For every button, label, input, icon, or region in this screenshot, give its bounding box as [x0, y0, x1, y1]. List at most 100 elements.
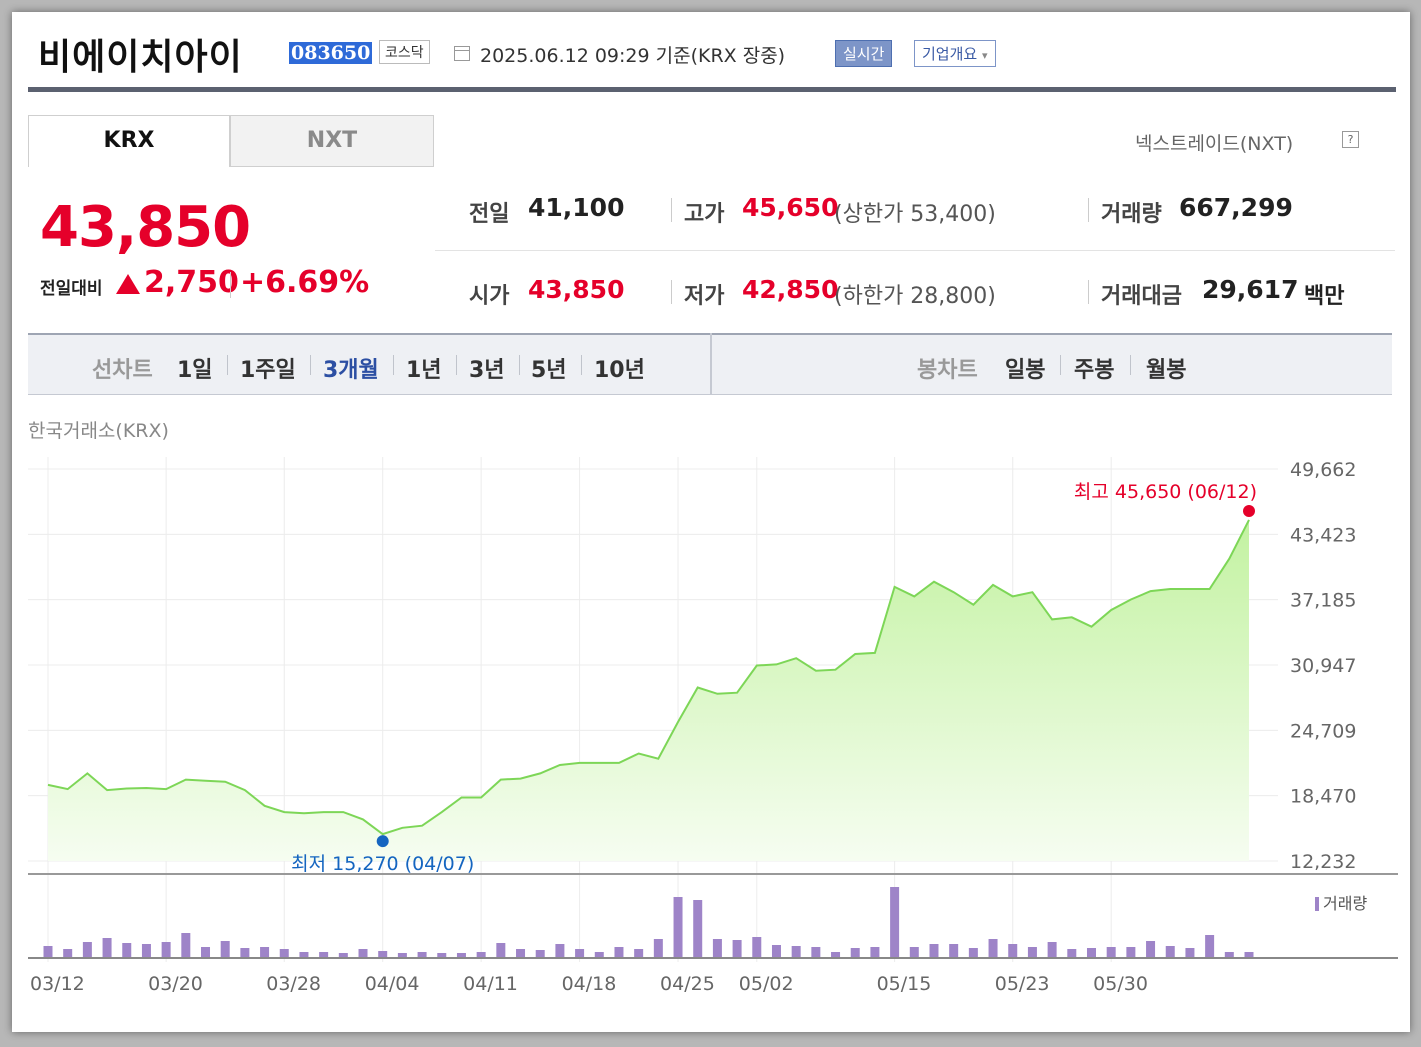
- period-bar-divider: [710, 333, 712, 395]
- volume-bar: [1086, 948, 1096, 957]
- tab-krx[interactable]: KRX: [28, 115, 230, 167]
- volume-bar: [890, 887, 900, 957]
- x-tick-label: 05/23: [995, 973, 1050, 995]
- timestamp: 2025.06.12 09:29 기준(KRX 장중): [480, 45, 786, 67]
- x-tick-label: 05/30: [1093, 973, 1148, 995]
- y-tick-label: 43,423: [1290, 524, 1356, 546]
- y-tick-label: 49,662: [1290, 459, 1356, 481]
- period-1y[interactable]: 1년: [406, 358, 442, 383]
- help-icon[interactable]: ?: [1342, 131, 1359, 148]
- x-tick-label: 04/25: [660, 973, 715, 995]
- volume-bar: [260, 947, 270, 957]
- change-value: 2,750: [144, 265, 239, 300]
- realtime-button[interactable]: 실시간: [835, 40, 893, 67]
- y-tick-label: 18,470: [1290, 786, 1356, 808]
- volume-bar: [693, 900, 703, 957]
- volume-bar: [949, 944, 959, 957]
- volume-bar: [850, 948, 860, 957]
- volume-bar: [1165, 946, 1175, 957]
- volume-bar: [220, 941, 230, 957]
- x-tick-label: 04/18: [562, 973, 617, 995]
- high-label: 고가: [684, 202, 725, 227]
- open-value: 43,850: [528, 275, 625, 304]
- volume-bar: [417, 952, 427, 957]
- stock-code: 083650: [289, 42, 373, 64]
- volume-bar: [279, 949, 289, 957]
- volume-bar: [634, 949, 644, 957]
- company-info-label: 기업개요: [922, 45, 978, 63]
- volume-bar: [1146, 941, 1156, 957]
- period-separator: [456, 355, 457, 375]
- amount-unit: 백만: [1304, 284, 1345, 309]
- volume-bar: [43, 946, 53, 957]
- volume-bar: [909, 947, 919, 957]
- low-annotation: 최저 15,270 (04/07): [291, 853, 474, 875]
- candle-monthly[interactable]: 월봉: [1146, 358, 1187, 383]
- period-5y[interactable]: 5년: [531, 358, 567, 383]
- y-tick-label: 37,185: [1290, 590, 1356, 612]
- x-tick-label: 04/11: [463, 973, 518, 995]
- volume-bar: [201, 947, 211, 957]
- y-tick-label: 24,709: [1290, 720, 1356, 742]
- price-line: [47, 519, 1250, 836]
- change-percent: +6.69%: [240, 265, 370, 300]
- volume-bar: [397, 953, 407, 957]
- volume-bar: [63, 949, 73, 957]
- x-tick-label: 03/12: [30, 973, 85, 995]
- x-tick-label: 03/20: [148, 973, 203, 995]
- period-separator: [393, 355, 394, 375]
- volume-bar: [1027, 947, 1037, 957]
- volume-value: 667,299: [1179, 193, 1293, 222]
- volume-bar: [771, 945, 781, 957]
- period-10y[interactable]: 10년: [594, 358, 645, 383]
- volume-bar: [122, 943, 132, 957]
- period-1w[interactable]: 1주일: [240, 358, 296, 383]
- stats-separator: [671, 280, 672, 304]
- volume-bar: [358, 949, 368, 957]
- volume-bar: [476, 952, 486, 957]
- volume-bar: [870, 947, 880, 957]
- period-separator: [310, 355, 311, 375]
- volume-bar: [1205, 935, 1215, 957]
- volume-bar: [929, 944, 939, 957]
- volume-bar: [1008, 944, 1018, 957]
- exchange-label: 한국거래소(KRX): [28, 420, 169, 442]
- volume-bar: [516, 949, 526, 957]
- prev-close-value: 41,100: [528, 193, 625, 222]
- volume-bar: [161, 942, 171, 957]
- line-chart-label: 선차트: [92, 358, 153, 383]
- company-info-button[interactable]: 기업개요 ▾: [914, 40, 996, 67]
- volume-bar: [1047, 942, 1057, 957]
- candle-weekly[interactable]: 주봉: [1074, 358, 1115, 383]
- period-separator: [581, 355, 582, 375]
- stats-separator: [671, 198, 672, 222]
- change-separator: [230, 272, 231, 298]
- volume-bar: [791, 946, 801, 957]
- volume-bar: [614, 947, 624, 957]
- volume-legend-swatch: [1315, 897, 1319, 911]
- volume-bar: [653, 939, 663, 957]
- volume-bar: [752, 937, 762, 957]
- high-annotation: 최고 45,650 (06/12): [1074, 481, 1257, 503]
- volume-bar: [1244, 952, 1254, 957]
- stats-separator: [1088, 198, 1089, 222]
- period-1d[interactable]: 1일: [177, 358, 213, 383]
- amount-label: 거래대금: [1101, 284, 1182, 309]
- nextrade-link[interactable]: 넥스트레이드(NXT): [1135, 133, 1294, 155]
- volume-bar: [456, 953, 466, 957]
- period-separator: [1130, 355, 1131, 375]
- volume-bar: [575, 949, 585, 957]
- high-value: 45,650: [742, 193, 839, 222]
- tab-nxt[interactable]: NXT: [230, 115, 434, 167]
- volume-bar: [437, 953, 447, 957]
- upper-limit: (상한가 53,400): [834, 202, 996, 227]
- volume-bar: [299, 952, 309, 957]
- change-label: 전일대비: [40, 279, 103, 299]
- candle-daily[interactable]: 일봉: [1005, 358, 1046, 383]
- volume-bar: [831, 952, 841, 957]
- company-name: 비에이치아이: [38, 37, 243, 78]
- period-3m[interactable]: 3개월: [323, 358, 379, 383]
- volume-bar: [535, 950, 545, 957]
- period-3y[interactable]: 3년: [469, 358, 505, 383]
- period-separator: [519, 355, 520, 375]
